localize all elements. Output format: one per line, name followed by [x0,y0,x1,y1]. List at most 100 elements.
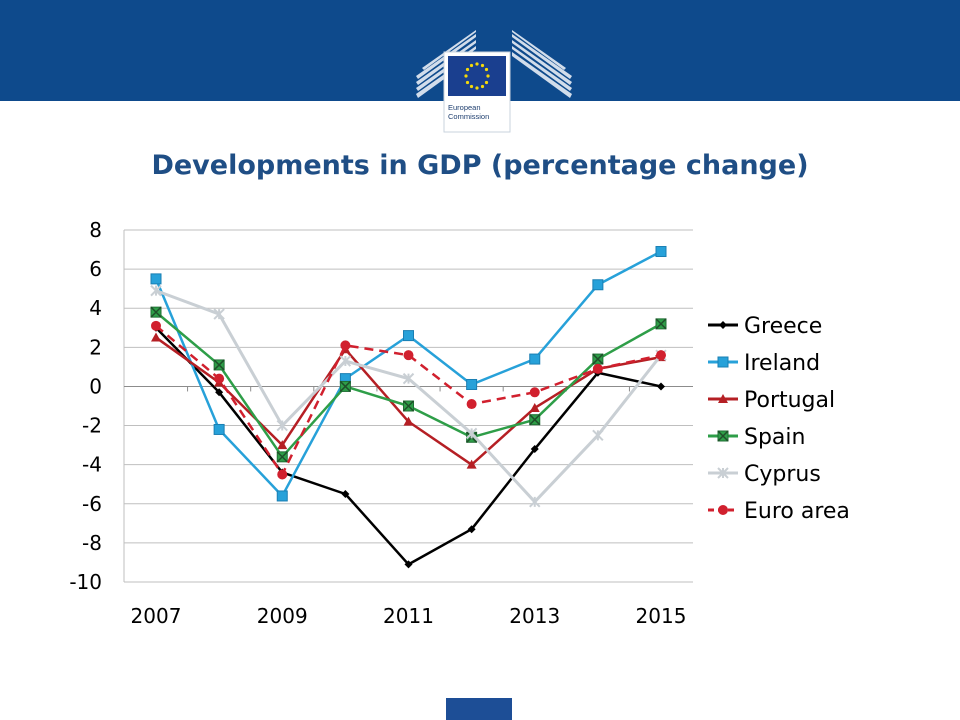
x-tick-label: 2009 [257,604,308,628]
european-commission-logo: European Commission [414,22,574,134]
series-line-euro-area [155,324,662,476]
data-point-ireland [213,423,225,435]
y-tick-label: 6 [89,257,102,281]
data-point-ireland [466,378,478,390]
marker-cross [339,380,351,392]
data-point-euro-area [592,363,603,374]
data-point-spain [213,359,225,371]
logo-text-line1: European [448,103,481,112]
y-tick-label: 8 [89,218,102,242]
data-point-ireland [276,490,288,502]
data-point-spain [150,306,162,318]
legend-label-ireland: Ireland [744,351,820,376]
data-point-ireland [403,330,414,342]
marker-cross [402,400,415,412]
legend-marker-ireland [717,356,729,368]
data-point-spain [529,414,541,426]
data-point-cyprus [465,427,478,440]
y-tick-label: -2 [82,414,102,438]
series-euro-area [151,320,666,480]
data-point-euro-area [277,469,288,480]
data-point-ireland [655,246,667,258]
marker-cross [592,353,604,365]
data-point-cyprus [592,429,604,442]
series-cyprus [150,284,667,508]
legend-marker-spain [717,430,729,442]
legend-item-euro-area: Euro area [708,499,850,524]
data-point-euro-area [529,387,540,398]
data-point-euro-area [656,350,666,361]
data-point-greece [404,560,413,569]
x-tick-label: 2013 [509,604,560,628]
data-point-greece [467,525,476,534]
data-point-portugal [466,459,477,469]
data-point-greece [341,490,350,498]
y-tick-label: -8 [82,531,102,555]
x-tick-label: 2007 [131,604,182,628]
y-tick-label: 0 [89,374,102,398]
data-point-portugal [277,440,288,450]
data-point-euro-area [214,373,225,384]
data-point-euro-area [403,350,414,361]
data-point-euro-area [340,340,351,351]
commission-logo-graphic: European Commission [416,30,572,133]
legend-label-greece: Greece [744,314,822,339]
legend-marker-cyprus [717,467,729,479]
legend-label-portugal: Portugal [744,388,835,413]
series-spain [150,306,667,463]
legend-item-greece: Greece [708,314,822,339]
y-tick-label: -10 [69,570,102,594]
y-tick-label: -4 [82,453,102,477]
y-tick-label: 4 [89,296,102,320]
legend-marker-greece [719,321,727,329]
data-point-cyprus [402,372,415,385]
legend-item-portugal: Portugal [708,388,835,413]
marker-cross [655,318,667,330]
data-point-cyprus [529,496,541,508]
legend-item-cyprus: Cyprus [708,462,821,487]
logo-text-line2: Commission [448,112,489,121]
data-point-cyprus [213,308,225,320]
marker-cross [213,359,225,371]
legend-label-spain: Spain [744,425,805,450]
marker-cross [717,430,729,442]
data-point-cyprus [276,419,288,432]
data-point-spain [276,451,288,463]
y-tick-label: -6 [82,492,102,516]
data-point-spain [592,353,604,365]
data-point-ireland [592,279,604,291]
data-point-ireland [529,353,541,365]
marker-cross [529,414,541,426]
data-point-cyprus [339,355,352,367]
data-point-cyprus [150,284,162,297]
data-point-euro-area [466,399,477,410]
legend-label-euro-area: Euro area [744,499,850,524]
data-point-spain [655,318,667,330]
legend-label-cyprus: Cyprus [744,462,821,487]
x-tick-label: 2015 [636,604,687,628]
data-point-euro-area [151,320,161,331]
x-tick-label: 2011 [383,604,434,628]
chart-title: Developments in GDP (percentage change) [151,150,809,181]
series-line-greece [155,326,662,566]
data-point-portugal [403,416,414,426]
data-point-spain [339,380,351,392]
data-point-greece [530,445,539,454]
data-point-portugal [151,332,161,342]
legend-item-ireland: Ireland [708,351,820,376]
y-tick-label: 2 [89,335,102,359]
footer-tab [446,698,512,720]
legend-marker-euro-area [718,505,728,515]
series-ireland [150,246,667,502]
data-point-spain [402,400,415,412]
marker-cross [276,451,288,463]
eu-stars-icon [464,62,490,90]
marker-cross [150,306,162,318]
legend-marker-portugal [718,394,728,403]
legend-item-spain: Spain [708,425,805,450]
data-point-greece [215,388,224,397]
data-point-ireland [150,273,162,285]
data-point-greece [657,382,665,391]
data-point-portugal [529,402,540,412]
